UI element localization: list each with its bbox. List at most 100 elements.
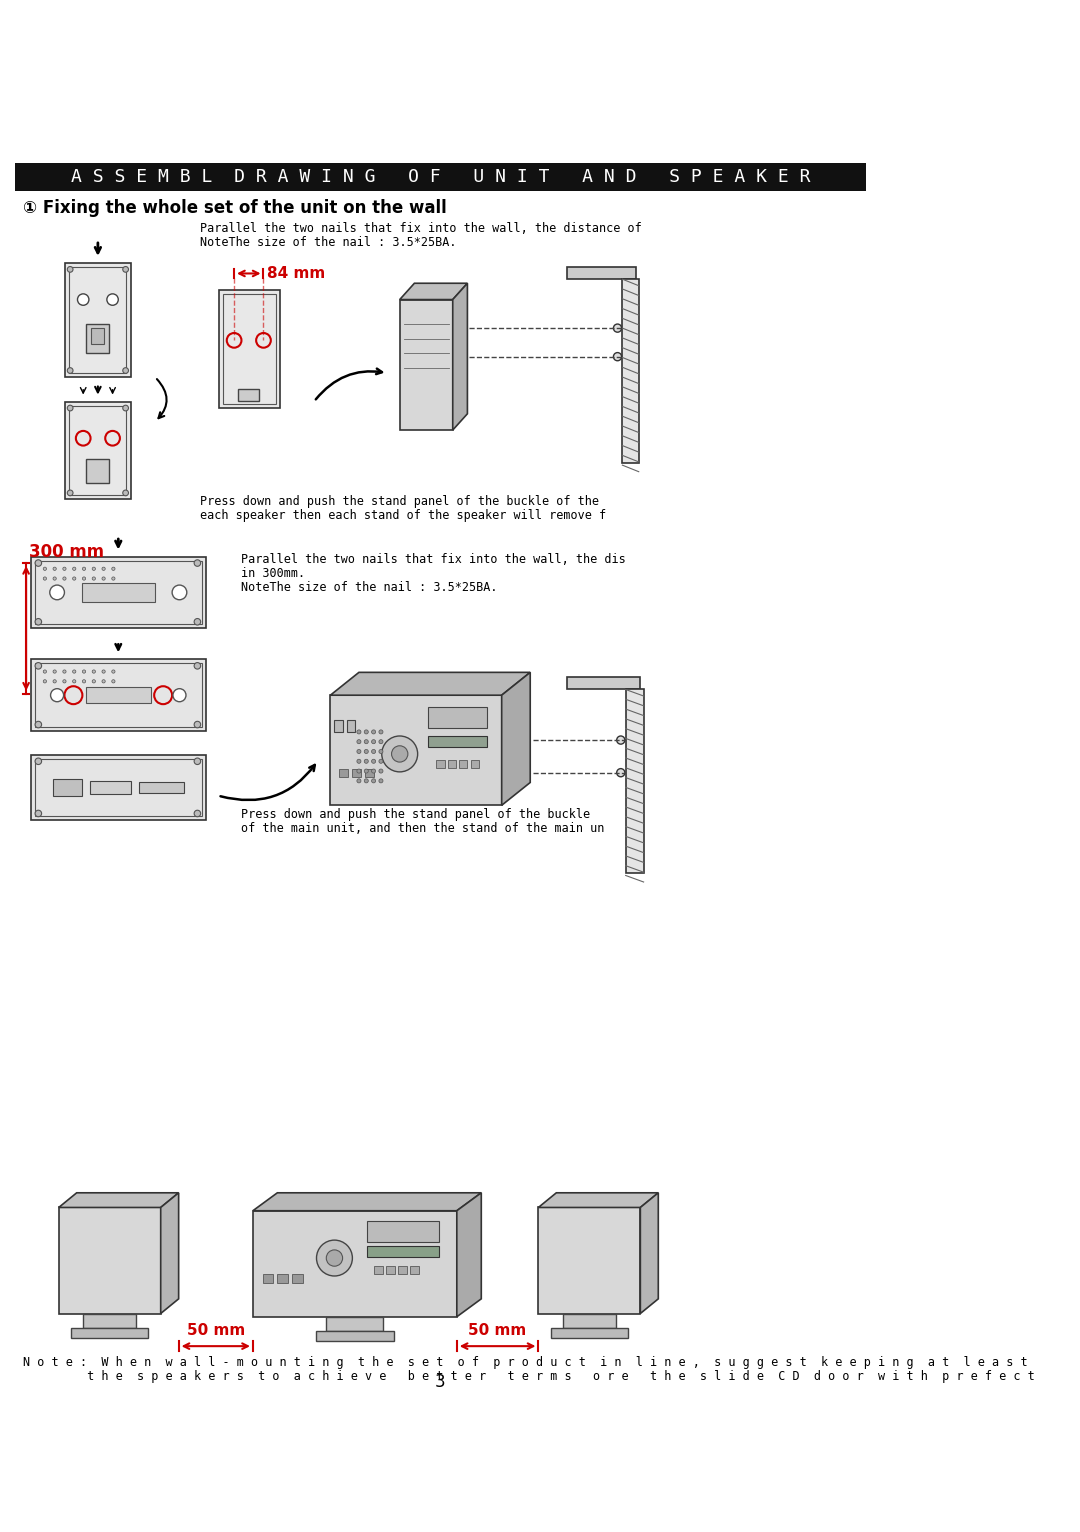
Circle shape [356, 740, 361, 743]
Bar [459, 760, 468, 768]
Text: in 300mm.: in 300mm. [241, 567, 305, 581]
Text: Parallel the two nails that fix into the wall, the distance of: Parallel the two nails that fix into the… [200, 222, 642, 234]
Polygon shape [253, 1210, 457, 1318]
Bar [69, 267, 126, 372]
Bar [35, 663, 202, 728]
Circle shape [172, 585, 187, 599]
Circle shape [53, 680, 56, 683]
Polygon shape [253, 1193, 482, 1210]
Circle shape [364, 778, 368, 783]
Circle shape [102, 669, 105, 673]
Circle shape [63, 567, 66, 570]
Circle shape [43, 669, 46, 673]
Bar [338, 769, 349, 777]
Circle shape [78, 294, 89, 305]
Circle shape [364, 760, 368, 763]
Bar [69, 406, 126, 495]
Circle shape [194, 619, 201, 625]
Polygon shape [567, 267, 636, 279]
Polygon shape [539, 1193, 659, 1207]
Bar [85, 686, 151, 703]
Bar [352, 769, 362, 777]
Bar [292, 1275, 302, 1282]
Circle shape [379, 749, 383, 754]
Bar [138, 781, 184, 794]
Polygon shape [400, 283, 468, 300]
Bar [222, 294, 275, 404]
Bar [218, 290, 280, 408]
Bar [262, 1275, 273, 1282]
Bar [83, 1313, 136, 1328]
Text: each speaker then each stand of the speaker will remove f: each speaker then each stand of the spea… [200, 509, 606, 522]
Circle shape [35, 810, 42, 817]
Bar [35, 758, 202, 817]
Circle shape [50, 585, 65, 599]
Circle shape [194, 662, 201, 669]
Text: Press down and push the stand panel of the buckle of the: Press down and push the stand panel of t… [200, 495, 598, 509]
Circle shape [356, 778, 361, 783]
Circle shape [92, 578, 95, 581]
Polygon shape [330, 696, 502, 806]
Circle shape [53, 567, 56, 570]
Circle shape [72, 567, 76, 570]
Bar [429, 735, 487, 748]
Bar [625, 689, 644, 873]
Circle shape [613, 325, 622, 332]
Circle shape [72, 669, 76, 673]
Circle shape [107, 294, 119, 305]
Circle shape [372, 729, 376, 734]
Circle shape [123, 404, 129, 411]
Polygon shape [539, 1207, 640, 1313]
Circle shape [111, 669, 114, 673]
Circle shape [613, 352, 622, 360]
Bar [65, 401, 131, 499]
Circle shape [372, 749, 376, 754]
Circle shape [35, 758, 42, 764]
Circle shape [67, 267, 73, 273]
Text: Parallel the two nails that fix into the wall, the dis: Parallel the two nails that fix into the… [241, 553, 625, 567]
Bar [386, 1267, 395, 1273]
Text: A S S E M B L  D R A W I N G   O F   U N I T   A N D   S P E A K E R: A S S E M B L D R A W I N G O F U N I T … [71, 169, 810, 187]
Text: N o t e :  W h e n  w a l l - m o u n t i n g  t h e  s e t  o f  p r o d u c t : N o t e : W h e n w a l l - m o u n t i … [23, 1356, 1027, 1370]
Circle shape [111, 680, 114, 683]
Circle shape [379, 760, 383, 763]
Circle shape [63, 578, 66, 581]
Circle shape [379, 729, 383, 734]
Bar [622, 279, 638, 463]
Circle shape [617, 769, 625, 777]
Circle shape [617, 735, 625, 745]
Bar [90, 781, 131, 794]
Text: 84 mm: 84 mm [267, 267, 325, 280]
Circle shape [102, 680, 105, 683]
Bar [65, 264, 131, 377]
Polygon shape [502, 673, 530, 806]
Circle shape [123, 368, 129, 374]
Circle shape [35, 722, 42, 728]
Polygon shape [330, 673, 530, 696]
Circle shape [53, 578, 56, 581]
Circle shape [92, 669, 95, 673]
Circle shape [43, 680, 46, 683]
Circle shape [43, 578, 46, 581]
Circle shape [379, 778, 383, 783]
Bar [92, 328, 105, 345]
Bar [71, 1328, 148, 1337]
Circle shape [392, 746, 408, 761]
Bar [31, 755, 206, 820]
Bar [82, 582, 156, 602]
Text: 300 mm: 300 mm [28, 542, 104, 561]
Bar [15, 164, 866, 192]
Circle shape [194, 722, 201, 728]
Bar [53, 780, 82, 795]
Bar [31, 659, 206, 731]
Text: 3: 3 [435, 1373, 446, 1391]
Circle shape [194, 810, 201, 817]
Circle shape [72, 578, 76, 581]
Bar [239, 389, 259, 401]
Text: 50 mm: 50 mm [469, 1324, 527, 1337]
Circle shape [35, 559, 42, 567]
Text: of the main unit, and then the stand of the main un: of the main unit, and then the stand of … [241, 821, 604, 835]
Bar [429, 708, 487, 728]
Text: NoteThe size of the nail : 3.5*25BA.: NoteThe size of the nail : 3.5*25BA. [241, 581, 497, 594]
Circle shape [53, 669, 56, 673]
